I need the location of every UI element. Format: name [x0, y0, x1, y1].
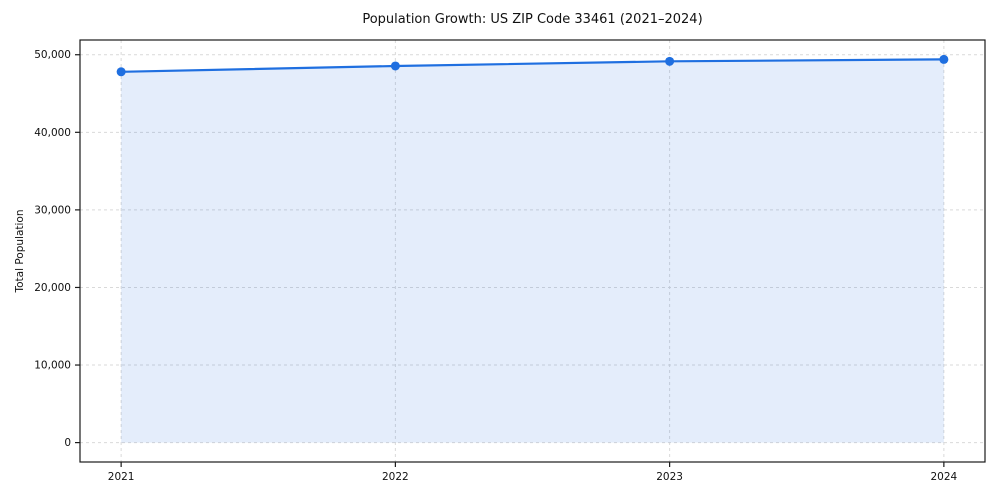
x-tick-label: 2023 [656, 471, 683, 483]
y-tick-label: 30,000 [34, 204, 71, 216]
plot-border [79, 39, 986, 463]
area-fill [121, 59, 944, 443]
x-tick-label: 2021 [108, 471, 135, 483]
data-point [390, 61, 400, 71]
data-point [665, 56, 675, 66]
y-tick-label: 10,000 [34, 360, 71, 372]
x-tick-label: 2022 [382, 471, 409, 483]
y-tick-label: 50,000 [34, 49, 71, 61]
y-tick-label: 0 [64, 437, 71, 449]
y-tick-label: 20,000 [34, 282, 71, 294]
data-point [939, 54, 949, 64]
y-tick-label: 40,000 [34, 127, 71, 139]
data-point [116, 67, 126, 77]
trend-line [120, 58, 945, 73]
chart-title: Population Growth: US ZIP Code 33461 (20… [362, 12, 703, 27]
x-tick-label: 2024 [930, 471, 957, 483]
